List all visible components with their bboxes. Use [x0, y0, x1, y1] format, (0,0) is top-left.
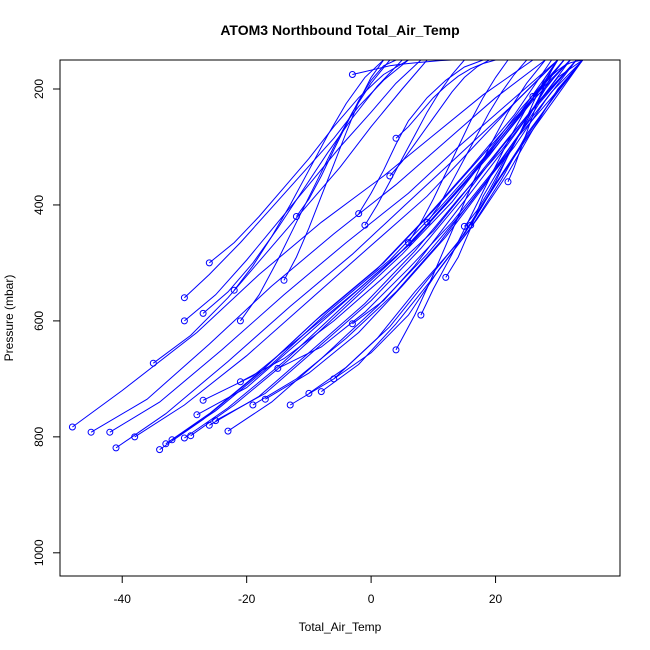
y-tick-label: 400 [32, 195, 46, 215]
profile-line-29 [208, 60, 409, 264]
profile-line-45 [389, 60, 490, 177]
profile-point-7 [162, 440, 170, 448]
profile-point-27 [149, 359, 157, 367]
x-tick-label: 0 [368, 592, 375, 606]
profile-line-28 [202, 60, 403, 314]
profile-point-15 [224, 427, 232, 435]
profile-line-37 [395, 60, 546, 351]
profile-line-23 [333, 60, 584, 380]
profile-point-3 [106, 428, 114, 436]
profile-point-17 [249, 401, 257, 409]
profile-line-36 [395, 60, 496, 139]
x-axis-label: Total_Air_Temp [299, 620, 382, 634]
profile-line-5 [134, 60, 559, 438]
profile-line-43 [470, 60, 571, 226]
x-tick-label: 20 [489, 592, 503, 606]
profile-line-9 [184, 60, 565, 439]
profile-point-13 [205, 421, 213, 429]
profile-point-35 [355, 210, 363, 218]
profile-line-1 [72, 60, 534, 428]
profile-point-22 [317, 388, 325, 396]
profile-point-11 [193, 411, 201, 419]
series-layer [68, 60, 584, 454]
profile-line-35 [358, 60, 484, 214]
y-tick-label: 1000 [32, 539, 46, 566]
profile-point-46 [361, 221, 369, 229]
profile-point-31 [236, 317, 244, 325]
profile-line-34 [352, 60, 453, 75]
profile-point-29 [205, 259, 213, 267]
profile-point-5 [131, 433, 139, 441]
x-tick-label: -40 [114, 592, 132, 606]
profile-line-47 [407, 60, 509, 243]
profile-point-41 [504, 178, 512, 186]
profile-line-4 [115, 60, 559, 449]
profile-point-28 [199, 309, 207, 317]
profile-line-8 [171, 60, 565, 441]
profile-line-32 [283, 60, 385, 281]
profile-point-44 [423, 218, 431, 226]
profile-point-9 [180, 434, 188, 442]
profile-line-21 [308, 60, 584, 394]
profile-line-15 [227, 60, 577, 432]
profile-line-26 [184, 60, 422, 322]
y-tick-label: 600 [32, 311, 46, 331]
profile-point-26 [180, 317, 188, 325]
profile-point-21 [305, 389, 313, 397]
profile-point-32 [280, 276, 288, 284]
chart-title: ATOM3 Northbound Total_Air_Temp [220, 22, 459, 38]
profile-point-23 [330, 375, 338, 383]
profile-point-43 [467, 221, 475, 229]
profile-point-20 [286, 401, 294, 409]
y-tick-label: 800 [32, 427, 46, 447]
y-axis: 200 400 600 800 1000 [32, 79, 61, 566]
profile-point-38 [417, 311, 425, 319]
profile-line-44 [426, 60, 528, 223]
profile-point-6 [156, 446, 164, 454]
profile-point-24 [348, 320, 356, 328]
profile-line-33 [295, 60, 397, 217]
profile-line-46 [364, 60, 465, 226]
profile-point-14 [212, 417, 220, 425]
profile-point-8 [168, 436, 176, 444]
profile-line-31 [239, 60, 391, 322]
profile-point-42 [529, 93, 537, 100]
profile-point-37 [392, 346, 400, 354]
profile-line-24 [352, 60, 583, 325]
profile-point-1 [68, 423, 76, 431]
y-axis-label: Pressure (mbar) [2, 275, 16, 362]
x-tick-label: -20 [238, 592, 256, 606]
profile-point-19 [274, 364, 282, 372]
profile-point-4 [112, 444, 120, 452]
y-tick-label: 200 [32, 79, 46, 99]
profile-point-36 [392, 134, 400, 142]
profile-point-30 [230, 286, 238, 294]
profile-point-25 [180, 294, 188, 302]
profile-line-17 [252, 60, 577, 406]
profile-line-3 [109, 60, 559, 433]
profile-point-33 [292, 213, 300, 220]
profile-line-42 [532, 60, 583, 97]
profile-point-40 [460, 222, 468, 230]
profile-point-10 [187, 432, 195, 440]
profile-line-41 [507, 60, 559, 182]
profile-line-19 [277, 60, 584, 369]
profile-point-16 [236, 378, 244, 386]
profile-point-47 [404, 239, 412, 247]
profile-line-18 [265, 60, 584, 400]
profile-point-18 [261, 395, 269, 403]
profile-line-2 [90, 60, 546, 433]
profile-line-12 [202, 60, 571, 401]
profile-point-2 [87, 428, 95, 436]
profile-point-12 [199, 396, 207, 404]
profile-point-34 [348, 71, 356, 78]
x-axis: -40 -20 0 20 [114, 575, 503, 606]
profile-point-39 [442, 273, 450, 281]
profile-line-30 [233, 60, 384, 291]
